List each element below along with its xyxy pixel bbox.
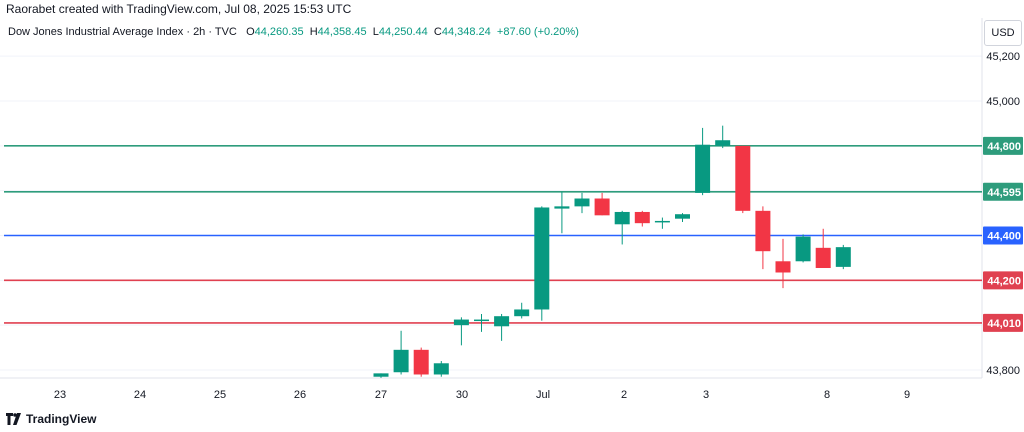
candle-body: [695, 144, 711, 193]
candle-body: [775, 261, 791, 273]
level-tag: [983, 182, 1023, 201]
candle-body: [654, 220, 670, 223]
x-tick-label: 3: [703, 389, 709, 401]
low-value: 44,250.44: [378, 26, 428, 38]
candle-body: [453, 319, 469, 326]
high-label: H: [309, 26, 318, 38]
level-tag: [983, 136, 1023, 155]
close-value: 44,348.24: [441, 26, 491, 38]
candle-body: [715, 140, 731, 146]
candle-body: [735, 145, 751, 211]
candle-body: [554, 206, 570, 209]
x-tick-label: 26: [294, 389, 306, 401]
open-label: O: [246, 26, 255, 38]
candle-body: [795, 236, 811, 262]
candle-body: [574, 198, 590, 207]
x-tick-label: 24: [134, 389, 146, 401]
y-tick-label: 45,000: [986, 96, 1020, 108]
candle-body: [494, 316, 510, 327]
level-tag-label: 44,010: [987, 318, 1021, 330]
level-tag-label: 44,800: [987, 141, 1021, 153]
close-label: C: [433, 26, 442, 38]
x-tick-label: 25: [214, 389, 226, 401]
x-tick-label: 23: [54, 389, 66, 401]
x-tick-label: 8: [824, 389, 830, 401]
candle-body: [675, 214, 690, 219]
tradingview-icon: [6, 413, 21, 425]
tradingview-wordmark: TradingView: [26, 412, 97, 426]
candle-body: [835, 247, 851, 267]
candle-body: [755, 210, 771, 252]
symbol-header: Dow Jones Industrial Average Index · 2h …: [8, 26, 579, 38]
x-tick-label: 30: [456, 389, 468, 401]
low-label: L: [372, 26, 379, 38]
candle-body: [815, 247, 831, 269]
symbol-name[interactable]: Dow Jones Industrial Average Index · 2h …: [8, 26, 237, 38]
candle-body: [474, 319, 489, 322]
level-tag: [983, 271, 1023, 290]
tradingview-logo: TradingView: [6, 412, 96, 426]
candle-body: [393, 349, 409, 373]
level-tag-label: 44,400: [987, 231, 1021, 243]
currency-button[interactable]: USD: [984, 20, 1022, 46]
level-tag: [983, 226, 1023, 245]
level-tag-label: 44,200: [987, 275, 1021, 287]
level-tag: [983, 313, 1023, 332]
high-value: 44,358.45: [317, 26, 367, 38]
x-tick-label: 2: [621, 389, 627, 401]
candle-body: [534, 207, 550, 310]
candle-body: [433, 363, 449, 375]
open-value: 44,260.35: [254, 26, 304, 38]
x-tick-label: 9: [904, 389, 910, 401]
x-tick-label: 27: [375, 389, 387, 401]
candle-body: [634, 211, 650, 224]
chart-credit: Raorabet created with TradingView.com, J…: [6, 2, 352, 16]
candle-body: [413, 349, 429, 375]
y-tick-label: 45,200: [986, 51, 1020, 63]
candle-body: [373, 373, 389, 377]
x-tick-label: Jul: [536, 389, 550, 401]
level-tag-label: 44,595: [987, 187, 1021, 199]
change-value: +87.60 (+0.20%): [496, 26, 579, 38]
y-tick-label: 43,800: [986, 365, 1020, 377]
candle-body: [594, 198, 610, 216]
candle-body: [614, 211, 630, 225]
candle-body: [514, 309, 530, 317]
